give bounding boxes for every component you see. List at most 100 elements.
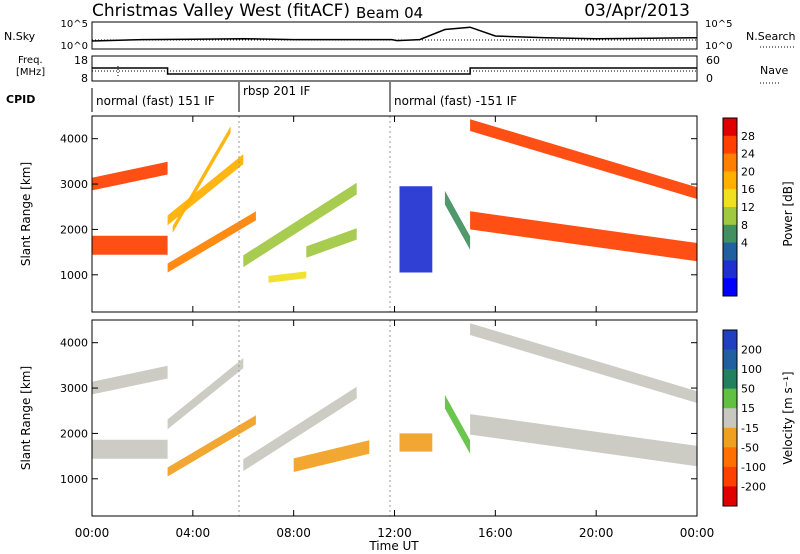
cpid-segment-1: normal (fast) 151 IF <box>96 94 215 108</box>
colorbar-segment <box>723 118 737 137</box>
velocity-echo-band <box>92 365 168 395</box>
cpid-row: CPID normal (fast) 151 IF rbsp 201 IF no… <box>6 82 517 112</box>
colorbar-tick-label: 200 <box>741 344 762 357</box>
power-echo-band <box>399 186 433 273</box>
power-echo-band <box>92 161 168 191</box>
power-echo-band <box>444 190 471 250</box>
power-ylabel: Slant Range [km] <box>19 162 33 266</box>
velocity-panel: 4000 3000 2000 1000 Slant Range [km] 200 100… <box>19 319 795 517</box>
noise-left-tick-bottom: 10^0 <box>61 41 88 52</box>
noise-left-label: N.Sky <box>4 30 36 43</box>
velocity-echo-band <box>243 386 357 472</box>
x-axis-label: Time UT <box>368 539 419 553</box>
colorbar-segment <box>723 224 737 244</box>
velocity-echo-band <box>470 323 697 403</box>
date-title: 03/Apr/2013 <box>584 1 690 21</box>
y-tick-label: 2000 <box>60 427 88 440</box>
power-colorbar-label: Power [dB] <box>781 181 795 246</box>
colorbar-segment <box>723 278 737 297</box>
noise-left-tick-top: 10^5 <box>61 19 88 30</box>
cpid-segment-2: rbsp 201 IF <box>243 84 310 98</box>
colorbar-segment <box>723 408 737 429</box>
colorbar-segment <box>723 330 737 351</box>
noise-panel: N.Sky 10^5 10^0 10^5 10^0 N.Search <box>4 19 796 52</box>
colorbar-tick-label: 8 <box>741 219 748 232</box>
velocity-echo-band <box>167 415 256 477</box>
y-tick-label: 4000 <box>60 337 88 350</box>
colorbar-tick-label: 50 <box>741 383 755 396</box>
freq-left-label-2: [MHz] <box>16 67 45 78</box>
velocity-echo-layer <box>92 323 697 477</box>
velocity-ylabel: Slant Range [km] <box>19 366 33 470</box>
velocity-echo-band <box>444 394 471 454</box>
colorbar-tick-label: -50 <box>741 441 759 454</box>
velocity-echo-band <box>293 440 370 472</box>
power-echo-band <box>306 228 357 258</box>
colorbar-tick-label: 20 <box>741 165 755 178</box>
cpid-segment-3: normal (fast) -151 IF <box>394 94 517 108</box>
y-tick-label: 3000 <box>60 382 88 395</box>
freq-left-tick-top: 18 <box>74 54 88 67</box>
power-yaxis: 4000 3000 2000 1000 <box>60 133 697 282</box>
colorbar-segment <box>723 260 737 279</box>
colorbar-segment <box>723 427 737 448</box>
colorbar-tick-label: 4 <box>741 237 748 250</box>
power-panel: 4000 3000 2000 1000 Slant Range [km] 28 24 20… <box>19 115 795 313</box>
velocity-echo-band <box>92 439 168 459</box>
noise-panel-frame <box>91 21 698 50</box>
power-echo-layer <box>92 119 697 283</box>
freq-right-label: Nave <box>760 64 788 77</box>
power-echo-band <box>92 235 168 255</box>
colorbar-segment <box>723 388 737 409</box>
power-echo-band <box>172 126 231 233</box>
x-tick-label: 00:00 <box>680 526 715 540</box>
time-axis: 00:00 04:00 08:00 12:00 16:00 20:00 00:00 <box>75 116 715 540</box>
freq-right-tick-top: 60 <box>706 54 720 67</box>
colorbar-tick-label: -100 <box>741 461 766 474</box>
velocity-panel-background <box>92 320 697 516</box>
power-echo-band <box>470 211 697 262</box>
colorbar-tick-label: 15 <box>741 402 755 415</box>
colorbar-tick-label: 16 <box>741 183 755 196</box>
colorbar-segment <box>723 189 737 208</box>
y-tick-label: 1000 <box>60 269 88 282</box>
y-tick-label: 1000 <box>60 473 88 486</box>
cpid-label: CPID <box>6 93 35 106</box>
beam-title: Beam 04 <box>356 4 423 22</box>
colorbar-tick-label: 24 <box>741 148 755 161</box>
power-panel-background <box>92 116 697 312</box>
power-echo-band <box>470 119 697 199</box>
station-title: Christmas Valley West (fitACF) <box>92 1 350 21</box>
velocity-yaxis: 4000 3000 2000 1000 <box>60 337 697 486</box>
freq-left-tick-bottom: 8 <box>81 72 88 85</box>
y-tick-label: 3000 <box>60 178 88 191</box>
colorbar-segment <box>723 207 737 226</box>
colorbar-tick-label: -15 <box>741 422 759 435</box>
colorbar-segment <box>723 171 737 190</box>
velocity-colorbar: 200 100 50 15 -15 -50 -100 -200 <box>722 329 766 507</box>
colorbar-tick-label: -200 <box>741 480 766 493</box>
y-tick-label: 4000 <box>60 133 88 146</box>
colorbar-segment <box>723 242 737 261</box>
colorbar-frame <box>722 329 738 507</box>
velocity-echo-band <box>470 414 697 467</box>
power-colorbar: 28 24 20 16 12 8 4 <box>722 117 755 297</box>
velocity-colorbar-label: Velocity [m s⁻¹] <box>781 371 795 464</box>
colorbar-segment <box>723 135 737 155</box>
power-echo-band <box>268 271 307 283</box>
colorbar-segment <box>723 466 737 487</box>
colorbar-segment <box>723 447 737 468</box>
colorbar-segment <box>723 486 737 507</box>
freq-left-label-1: Freq. <box>18 55 43 66</box>
freq-right-tick-bottom: 0 <box>706 72 713 85</box>
x-tick-label: 20:00 <box>579 526 614 540</box>
x-tick-label: 08:00 <box>276 526 311 540</box>
frequency-line <box>92 67 697 75</box>
colorbar-tick-label: 12 <box>741 201 755 214</box>
x-tick-label: 16:00 <box>478 526 513 540</box>
power-echo-band <box>167 211 256 273</box>
noise-right-tick-bottom: 10^0 <box>705 41 732 52</box>
colorbar-segment <box>723 349 737 370</box>
y-tick-label: 2000 <box>60 223 88 236</box>
